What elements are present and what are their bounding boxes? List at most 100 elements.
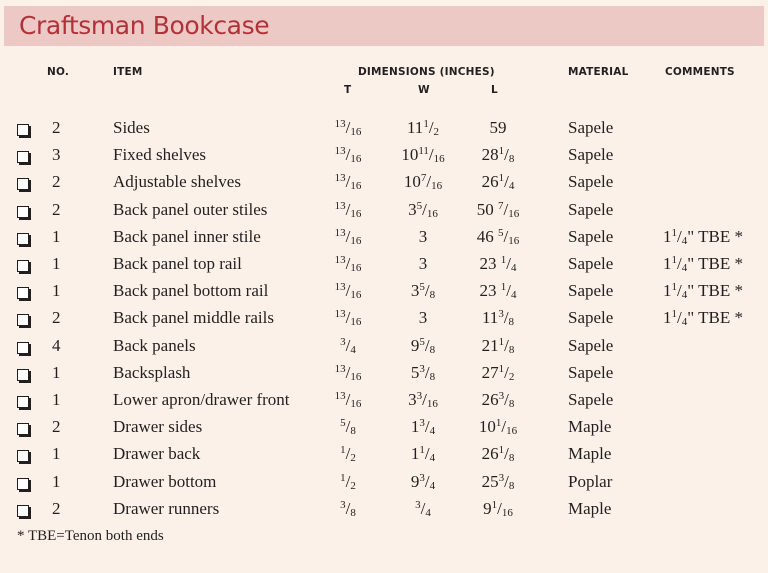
fraction-slash: / <box>503 308 509 328</box>
numerator: 1 <box>495 417 502 430</box>
denominator: 16 <box>350 207 362 220</box>
numerator: 1 <box>498 145 505 158</box>
numerator: 13 <box>334 199 346 212</box>
cell-no: 4 <box>52 335 61 355</box>
fraction-slash: / <box>424 417 430 437</box>
fraction-slash: / <box>422 390 427 409</box>
checkbox[interactable] <box>17 396 31 410</box>
cell-material: Sapele <box>568 308 614 328</box>
numerator: 3 <box>498 390 505 402</box>
cell-item: Back panel outer stiles <box>113 199 268 219</box>
denominator: 8 <box>508 479 515 492</box>
cell-dimension-t: 13/16 <box>318 308 378 328</box>
table-row: 1 Back panel top rail Sapele 13/16 3 23 1/4 11… <box>0 251 768 278</box>
fraction-slash: / <box>345 390 351 409</box>
denominator: 4 <box>429 425 436 438</box>
numerator: 13 <box>334 254 346 266</box>
cell-dimension-l: 261/8 <box>468 444 528 464</box>
denominator: 4 <box>429 452 436 465</box>
checkbox[interactable] <box>17 504 31 519</box>
fraction-slash: / <box>503 226 509 246</box>
checkbox[interactable] <box>17 368 31 383</box>
cell-item: Back panels <box>113 335 196 355</box>
checkbox[interactable] <box>17 314 31 329</box>
denominator: 16 <box>350 289 362 302</box>
numerator: 5 <box>419 335 425 348</box>
cell-dimension-t: 1/2 <box>318 444 378 464</box>
checkbox[interactable] <box>17 232 31 247</box>
fraction-slash: / <box>345 362 351 382</box>
numerator: 1 <box>500 281 507 294</box>
cell-dimension-w: 107/16 <box>393 172 453 192</box>
checkbox[interactable] <box>17 423 31 438</box>
table-row: 2 Back panel middle rails Sapele 13/16 3 113/… <box>0 305 768 332</box>
numerator: 13 <box>334 145 346 158</box>
whole-part: 10 <box>401 145 419 165</box>
cell-dimension-l: 281/8 <box>468 145 528 165</box>
whole-part: 27 <box>481 362 499 382</box>
denominator: 4 <box>510 262 517 274</box>
numerator: 3 <box>340 498 346 511</box>
denominator: 16 <box>506 425 518 438</box>
cell-material: Sapele <box>568 362 614 382</box>
denominator: 4 <box>350 343 356 356</box>
table-row: 2 Sides Sapele 13/16 111/2 59 <box>0 115 768 142</box>
denominator: 8 <box>508 316 515 329</box>
cell-no: 3 <box>52 145 61 165</box>
cell-dimension-w: 111/2 <box>393 118 453 138</box>
fraction-slash: / <box>345 281 351 301</box>
cell-material: Sapele <box>568 226 614 246</box>
cell-no: 1 <box>52 471 61 491</box>
table-row: 2 Adjustable shelves Sapele 13/16 107/16 261/… <box>0 169 768 196</box>
checkbox[interactable] <box>17 260 31 274</box>
comment-numerator: 1 <box>671 281 678 294</box>
whole-part: 28 <box>481 145 499 165</box>
checkbox[interactable] <box>17 205 31 220</box>
whole-part: 1 <box>410 444 420 464</box>
cell-material: Maple <box>568 498 612 518</box>
checkbox[interactable] <box>17 124 31 138</box>
fraction-slash: / <box>424 281 430 301</box>
cell-material: Sapele <box>568 145 614 165</box>
fraction-slash: / <box>345 444 351 464</box>
denominator: 16 <box>433 153 445 166</box>
denominator: 8 <box>508 153 515 166</box>
table-row: 1 Drawer bottom Poplar 1/2 93/4 253/8 <box>0 469 768 496</box>
denominator: 2 <box>350 479 356 492</box>
cell-item: Back panel bottom rail <box>113 281 269 301</box>
numerator: 13 <box>334 118 346 130</box>
checkbox[interactable] <box>17 151 31 166</box>
cell-dimension-t: 13/16 <box>318 281 378 301</box>
header-comments: COMMENTS <box>665 66 735 78</box>
numerator: 1 <box>340 444 346 457</box>
cell-dimension-l: 59 <box>468 118 528 138</box>
numerator: 1 <box>423 118 429 130</box>
denominator: 8 <box>508 398 515 410</box>
cell-item: Drawer runners <box>113 498 220 518</box>
checkbox[interactable] <box>17 287 31 302</box>
denominator: 16 <box>350 262 362 274</box>
fraction-slash: / <box>503 199 509 219</box>
cell-comment: 11/4" TBE * <box>663 308 743 328</box>
denominator: 8 <box>429 343 436 356</box>
fraction-slash: / <box>345 335 351 355</box>
page-title: Craftsman Bookcase <box>19 11 270 40</box>
whole-part: 9 <box>410 471 420 491</box>
numerator: 5 <box>419 281 425 294</box>
checkbox[interactable] <box>17 477 31 492</box>
table-row: 1 Back panel inner stile Sapele 13/16 3 46 5/… <box>0 224 768 251</box>
footnote: * TBE=Tenon both ends <box>17 528 164 544</box>
fraction-slash: / <box>345 254 351 273</box>
cell-item: Backsplash <box>113 362 191 382</box>
denominator: 4 <box>429 479 436 492</box>
checkbox[interactable] <box>17 178 31 193</box>
cell-dimension-w: 13/4 <box>393 417 453 437</box>
whole-part: 23 <box>479 254 501 273</box>
cell-dimension-w: 53/8 <box>393 363 453 383</box>
checkbox[interactable] <box>17 450 31 465</box>
fraction-slash: / <box>422 199 427 219</box>
cell-material: Poplar <box>568 471 613 491</box>
fraction-slash: / <box>504 471 509 491</box>
comment-slash: / <box>677 308 682 328</box>
checkbox[interactable] <box>17 341 31 356</box>
